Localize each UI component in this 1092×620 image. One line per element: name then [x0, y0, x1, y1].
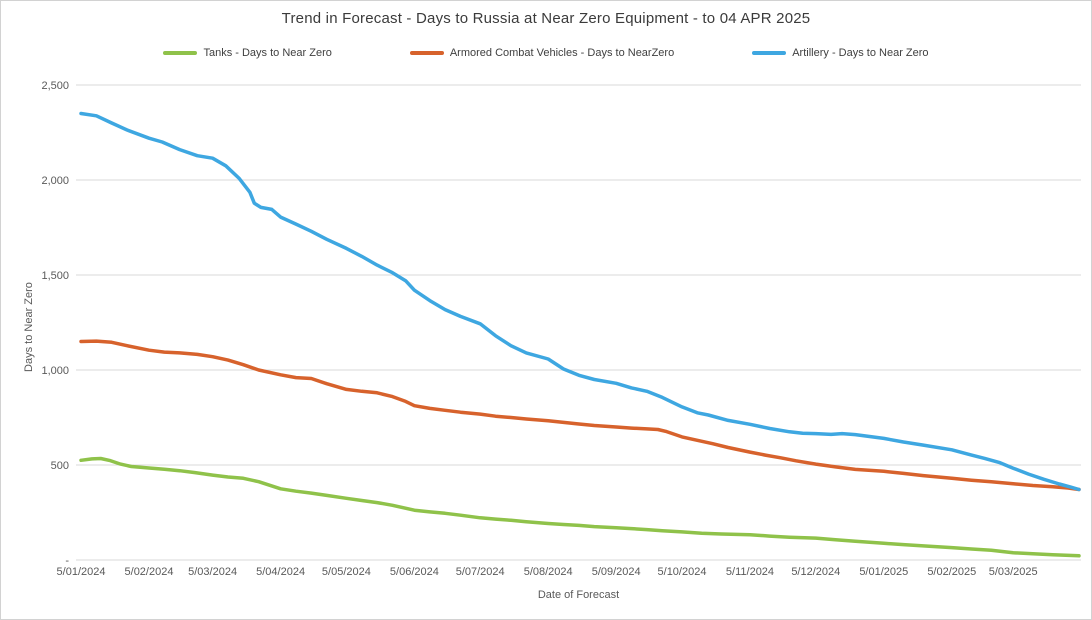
x-tick-label: 5/05/2024 — [322, 566, 371, 578]
x-tick-label: 5/06/2024 — [390, 566, 439, 578]
x-tick-label: 5/03/2025 — [989, 566, 1038, 578]
x-tick-label: 5/09/2024 — [592, 566, 641, 578]
x-axis-title: Date of Forecast — [537, 589, 620, 601]
y-axis-title: Days to Near Zero — [23, 282, 35, 372]
legend-item-artillery: Artillery - Days to Near Zero — [752, 47, 929, 59]
series-line-armored — [79, 339, 1081, 492]
x-tick-label: 5/04/2024 — [256, 566, 305, 578]
legend-label: Tanks - Days to Near Zero — [203, 47, 332, 59]
x-tick-label: 5/01/2025 — [859, 566, 908, 578]
legend-label: Armored Combat Vehicles - Days to NearZe… — [449, 47, 675, 59]
y-tick-label: 1,500 — [41, 270, 69, 282]
x-tick-label: 5/10/2024 — [658, 566, 707, 578]
legend-item-armored: Armored Combat Vehicles - Days to NearZe… — [409, 47, 675, 59]
series-line-artillery — [79, 111, 1081, 492]
x-tick-label: 5/01/2024 — [57, 566, 106, 578]
legend-swatch — [752, 51, 787, 55]
legend-swatch — [163, 51, 198, 55]
y-tick-label: 2,500 — [41, 80, 69, 92]
x-tick-label: 5/02/2024 — [125, 566, 174, 578]
x-tick-label: 5/02/2025 — [927, 566, 976, 578]
x-tick-label: 5/12/2024 — [791, 566, 840, 578]
legend-item-tanks: Tanks - Days to Near Zero — [163, 47, 332, 59]
y-tick-label: 1,000 — [41, 365, 69, 377]
legend-swatch — [409, 51, 444, 55]
x-tick-label: 5/03/2024 — [188, 566, 237, 578]
series-line-tanks — [79, 456, 1081, 558]
x-tick-label: 5/08/2024 — [524, 566, 573, 578]
y-tick-label: 500 — [51, 460, 69, 472]
x-tick-label: 5/07/2024 — [456, 566, 505, 578]
x-tick-label: 5/11/2024 — [726, 566, 774, 578]
y-tick-label: 2,000 — [41, 175, 69, 187]
y-tick-label: - — [65, 555, 69, 567]
legend-label: Artillery - Days to Near Zero — [792, 47, 929, 59]
chart-title: Trend in Forecast - Days to Russia at Ne… — [281, 10, 811, 27]
legend: Tanks - Days to Near Zero Armored Combat … — [1, 47, 1091, 59]
